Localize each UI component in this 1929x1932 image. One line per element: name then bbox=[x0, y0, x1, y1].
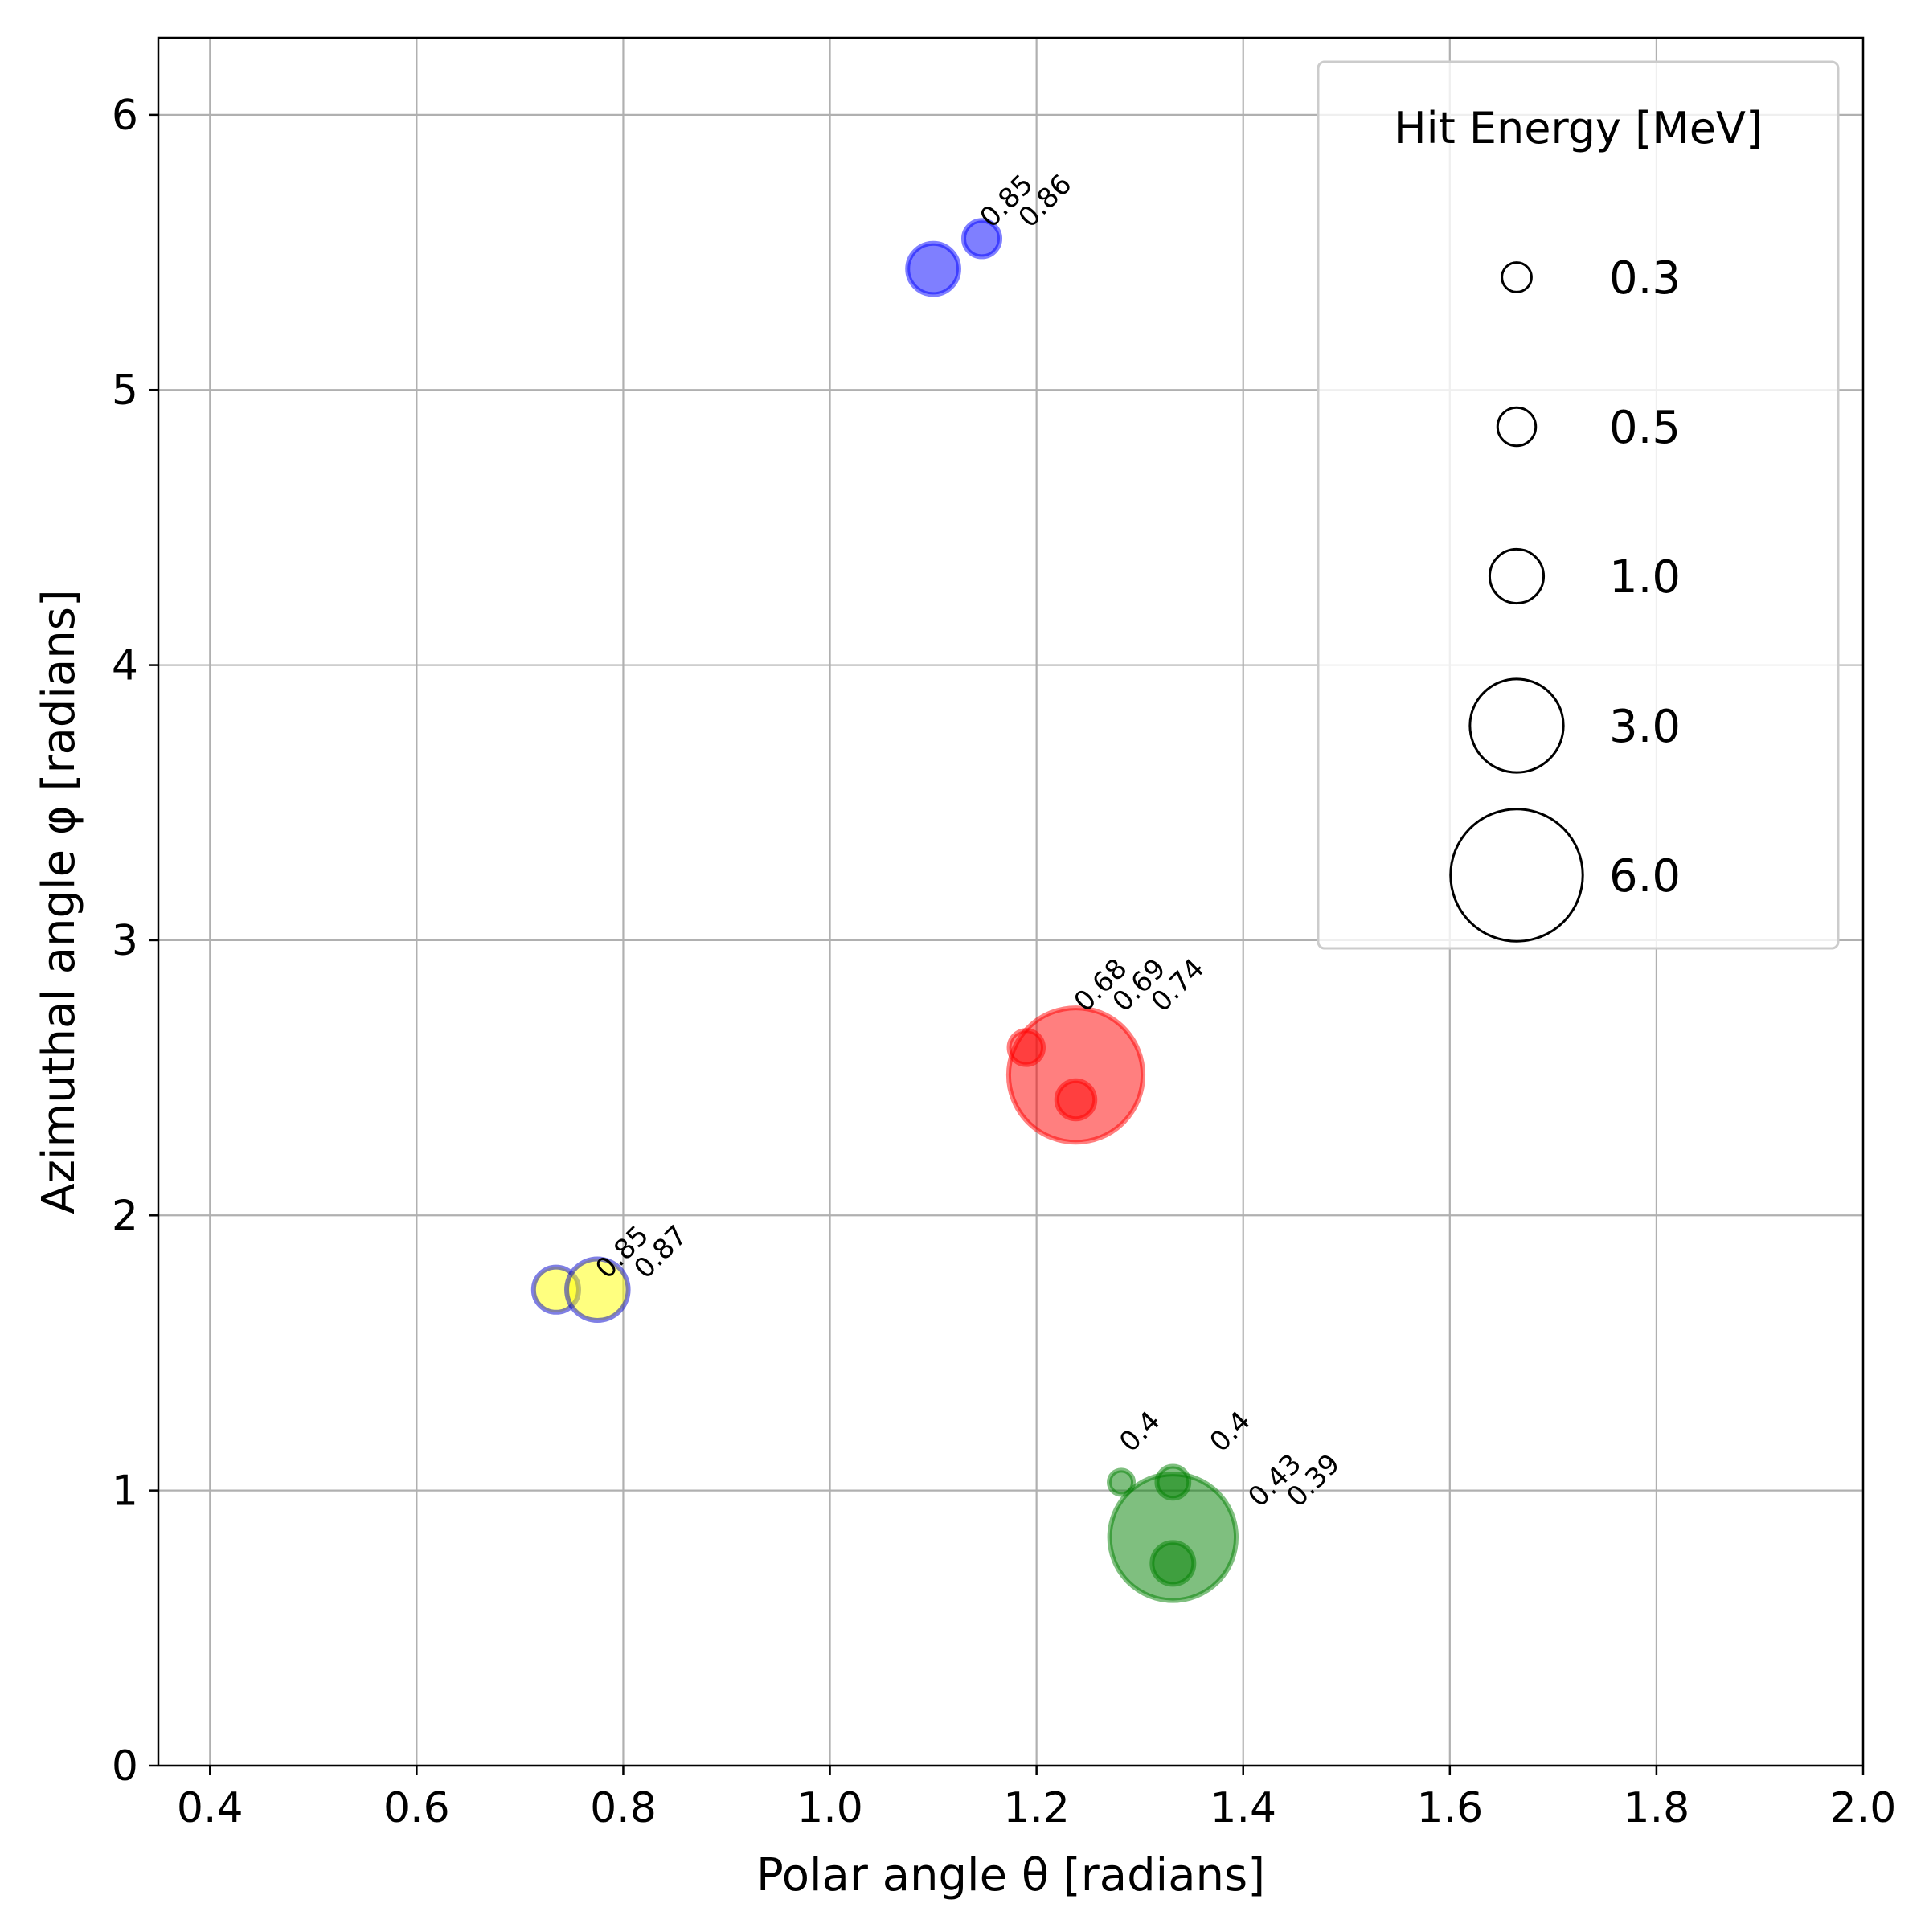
legend-box bbox=[1317, 60, 1840, 950]
legend-title: Hit Energy [MeV] bbox=[1394, 103, 1763, 153]
point-label: 0.4 bbox=[1203, 1405, 1257, 1459]
data-point bbox=[1107, 1467, 1137, 1497]
y-tick-label: 6 bbox=[112, 92, 138, 140]
data-point bbox=[1006, 1028, 1046, 1067]
point-labels: 0.850.860.680.690.740.850.870.4 0.40.430.… bbox=[589, 168, 1346, 1513]
y-tick-label: 0 bbox=[112, 1742, 138, 1791]
legend-entries: 0.3 0.5 1.0 3.0 6.0 bbox=[1449, 252, 1681, 943]
y-tick-label: 1 bbox=[112, 1467, 138, 1516]
x-tick-label: 1.6 bbox=[1416, 1784, 1483, 1832]
legend-label: 0.3 bbox=[1609, 252, 1681, 305]
y-axis-label: Azimuthal angle φ [radians] bbox=[33, 589, 85, 1214]
x-tick-label: 1.4 bbox=[1210, 1784, 1276, 1832]
x-tick-label: 0.4 bbox=[177, 1784, 244, 1832]
legend-label: 3.0 bbox=[1609, 701, 1681, 753]
data-point bbox=[1154, 1463, 1192, 1501]
x-tick-label: 0.8 bbox=[590, 1784, 657, 1832]
data-points bbox=[530, 218, 1239, 1603]
point-label: 0.4 bbox=[1113, 1405, 1167, 1459]
x-tick-label: 1.0 bbox=[797, 1784, 863, 1832]
x-tick-label: 0.6 bbox=[383, 1784, 450, 1832]
x-tick-label: 1.8 bbox=[1624, 1784, 1690, 1832]
data-point bbox=[905, 240, 961, 297]
data-point bbox=[1149, 1540, 1197, 1587]
legend-label: 6.0 bbox=[1609, 850, 1681, 903]
legend-label: 1.0 bbox=[1609, 551, 1681, 604]
axis-ticks: 0.4 0.6 0.8 1.0 1.2 1.4 1.6 1.8 2.0 0 1 2 3 4 5 6 bbox=[112, 92, 1896, 1832]
legend: Hit Energy [MeV] 0.3 0.5 1.0 3.0 6.0 bbox=[1317, 60, 1840, 950]
data-point bbox=[1005, 1005, 1146, 1145]
plot-frame bbox=[157, 36, 1865, 1767]
y-tick-label: 3 bbox=[112, 917, 138, 965]
legend-marker bbox=[1488, 547, 1546, 605]
legend-marker bbox=[1501, 261, 1533, 293]
y-tick-label: 2 bbox=[112, 1192, 138, 1240]
legend-marker bbox=[1449, 808, 1584, 943]
x-axis-label: Polar angle θ [radians] bbox=[756, 1849, 1265, 1901]
data-point bbox=[564, 1256, 631, 1323]
y-tick-label: 4 bbox=[112, 642, 138, 690]
x-tick-label: 2.0 bbox=[1830, 1784, 1897, 1832]
y-tick-label: 5 bbox=[112, 366, 138, 415]
data-point bbox=[960, 218, 1003, 260]
legend-label: 0.5 bbox=[1609, 402, 1681, 454]
x-tick-label: 1.2 bbox=[1003, 1784, 1070, 1832]
legend-marker bbox=[1468, 677, 1565, 774]
data-point bbox=[1054, 1078, 1098, 1122]
legend-marker bbox=[1496, 406, 1538, 448]
